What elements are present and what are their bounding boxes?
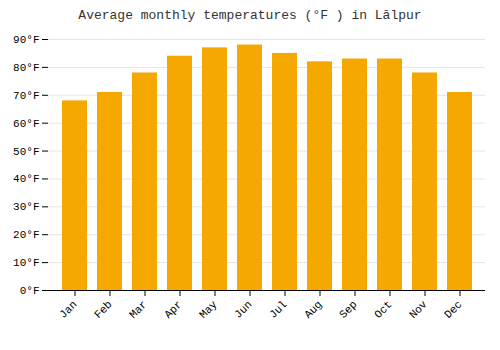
- svg-text:May: May: [197, 298, 220, 321]
- svg-text:80°F: 80°F: [13, 62, 39, 74]
- svg-text:60°F: 60°F: [13, 118, 39, 130]
- svg-text:70°F: 70°F: [13, 90, 39, 102]
- html-text:Average monthly temperatures (: Average monthly temperatures (°F ) in Lā…: [78, 8, 422, 23]
- svg-text:Jun: Jun: [232, 298, 254, 320]
- svg-text:30°F: 30°F: [13, 201, 39, 213]
- svg-text:Apr: Apr: [162, 298, 184, 320]
- svg-text:90°F: 90°F: [13, 34, 39, 46]
- svg-text:20°F: 20°F: [13, 229, 39, 241]
- svg-text:Jul: Jul: [267, 298, 289, 320]
- svg-text:40°F: 40°F: [13, 173, 39, 185]
- svg-text:Sep: Sep: [337, 298, 359, 320]
- svg-text:Nov: Nov: [407, 298, 430, 321]
- svg-text:10°F: 10°F: [13, 257, 39, 269]
- svg-text:Dec: Dec: [442, 298, 464, 320]
- svg-text:0°F: 0°F: [20, 285, 40, 297]
- svg-text:Oct: Oct: [372, 298, 394, 320]
- svg-text:Mar: Mar: [127, 298, 149, 320]
- svg-text:Feb: Feb: [92, 298, 114, 320]
- svg-text:Jan: Jan: [57, 298, 79, 320]
- svg-text:50°F: 50°F: [13, 146, 39, 158]
- svg-text:Aug: Aug: [302, 298, 324, 320]
